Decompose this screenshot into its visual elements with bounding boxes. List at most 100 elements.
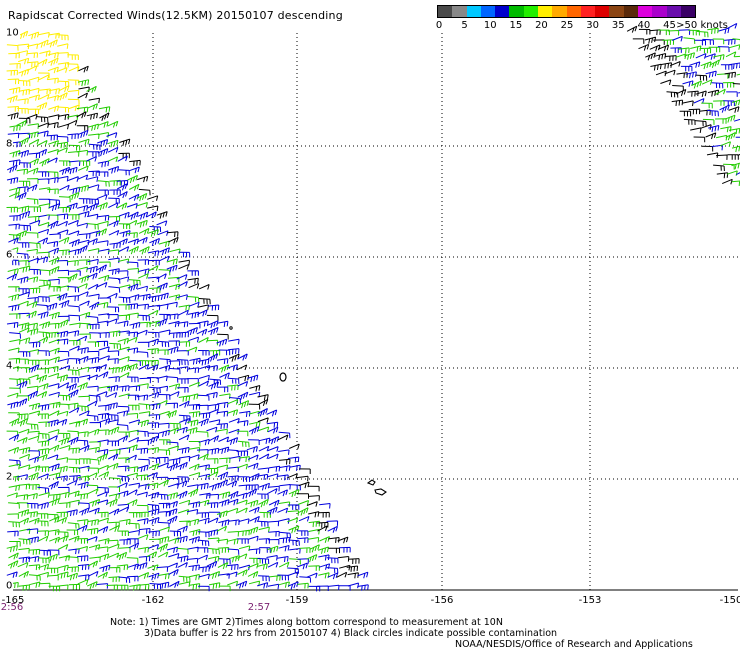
wind-barb — [49, 286, 61, 292]
wind-barb — [57, 319, 69, 328]
wind-barb — [715, 88, 726, 95]
wind-barb — [9, 387, 21, 394]
wind-barb — [207, 493, 219, 500]
wind-barb — [148, 457, 161, 464]
wind-barb — [26, 528, 39, 534]
wind-barb — [704, 53, 716, 60]
wind-barb — [48, 57, 59, 66]
wind-barb — [36, 520, 49, 527]
wind-barb — [695, 90, 707, 98]
wind-barb — [87, 350, 100, 357]
wind-barb — [57, 535, 68, 543]
wind-barb — [16, 50, 29, 56]
wind-barb — [57, 147, 68, 153]
wind-barb — [307, 537, 320, 543]
wind-barb — [136, 474, 149, 481]
wind-barb — [48, 140, 59, 147]
wind-barb — [167, 500, 178, 508]
wind-barb — [18, 288, 30, 294]
wind-barb — [169, 580, 180, 588]
wind-barb — [198, 298, 211, 305]
wind-barb — [67, 522, 80, 529]
wind-barb — [177, 525, 188, 533]
wind-barb — [77, 283, 88, 289]
wind-barb — [139, 377, 151, 384]
wind-barb — [107, 139, 119, 148]
wind-barb — [147, 435, 159, 444]
wind-barb — [67, 79, 80, 86]
wind-barb — [137, 175, 149, 183]
wind-barb — [199, 365, 211, 371]
wind-barb — [88, 151, 100, 157]
wind-barb — [17, 358, 29, 365]
wind-barb — [735, 136, 740, 138]
wind-barb — [7, 132, 20, 139]
wind-barb — [46, 241, 59, 248]
wind-barb — [119, 518, 131, 525]
wind-barb — [108, 376, 120, 383]
wind-barb — [26, 113, 38, 120]
wind-barb — [68, 192, 80, 201]
wind-barb — [57, 543, 69, 550]
wind-barb — [216, 410, 229, 417]
wind-barb — [187, 419, 199, 427]
wind-barb — [58, 315, 70, 322]
wind-barb — [106, 292, 118, 299]
wind-barb — [57, 571, 69, 579]
wind-barb — [228, 428, 240, 435]
wind-barb — [7, 530, 19, 537]
wind-barb — [96, 583, 109, 589]
wind-barb — [18, 312, 30, 319]
wind-barb — [248, 506, 260, 514]
wind-barb — [97, 148, 109, 157]
wind-barb — [339, 546, 351, 553]
wind-barb — [38, 350, 50, 357]
wind-barb — [86, 414, 99, 422]
wind-barb — [28, 76, 40, 83]
wind-barb — [318, 554, 330, 561]
note-line-2: 3)Data buffer is 22 hrs from 20150107 4)… — [144, 628, 558, 639]
wind-barb — [8, 502, 20, 509]
wind-barb — [49, 493, 61, 500]
wind-barb — [108, 166, 120, 174]
wind-barb — [48, 383, 60, 389]
wind-barb — [178, 304, 190, 311]
wind-barb — [149, 583, 162, 590]
wind-barb — [147, 503, 160, 511]
wind-barb — [108, 257, 120, 264]
wind-barb — [86, 527, 99, 535]
wind-barb — [98, 385, 111, 392]
wind-barb — [167, 483, 180, 489]
wind-barb — [266, 409, 278, 417]
wind-barb — [18, 547, 30, 554]
wind-barb — [287, 473, 298, 479]
wind-barb — [128, 279, 141, 286]
wind-barb — [178, 309, 189, 316]
wind-barb — [78, 502, 90, 509]
wind-barb — [88, 143, 101, 151]
wind-barb — [726, 91, 738, 97]
wind-barb — [720, 141, 731, 147]
wind-barb — [117, 276, 130, 282]
wind-barb — [87, 103, 98, 111]
wind-barb — [690, 45, 702, 52]
wind-barb — [299, 468, 311, 474]
wind-barb — [98, 248, 110, 255]
wind-barb — [17, 413, 29, 420]
wind-barb — [68, 389, 79, 398]
wind-barb — [137, 511, 149, 518]
wind-barb — [713, 100, 725, 106]
wind-barb — [237, 538, 249, 544]
wind-barb — [178, 251, 191, 258]
lat-label: 0 — [5, 580, 14, 592]
wind-barb — [167, 462, 179, 472]
wind-barb — [96, 228, 108, 236]
wind-barb — [207, 517, 219, 524]
wind-barb — [108, 229, 120, 236]
wind-barb — [28, 402, 41, 410]
wind-barb — [17, 30, 29, 40]
wind-barb — [108, 286, 121, 293]
wind-barb — [8, 304, 20, 312]
wind-barb — [68, 447, 80, 454]
